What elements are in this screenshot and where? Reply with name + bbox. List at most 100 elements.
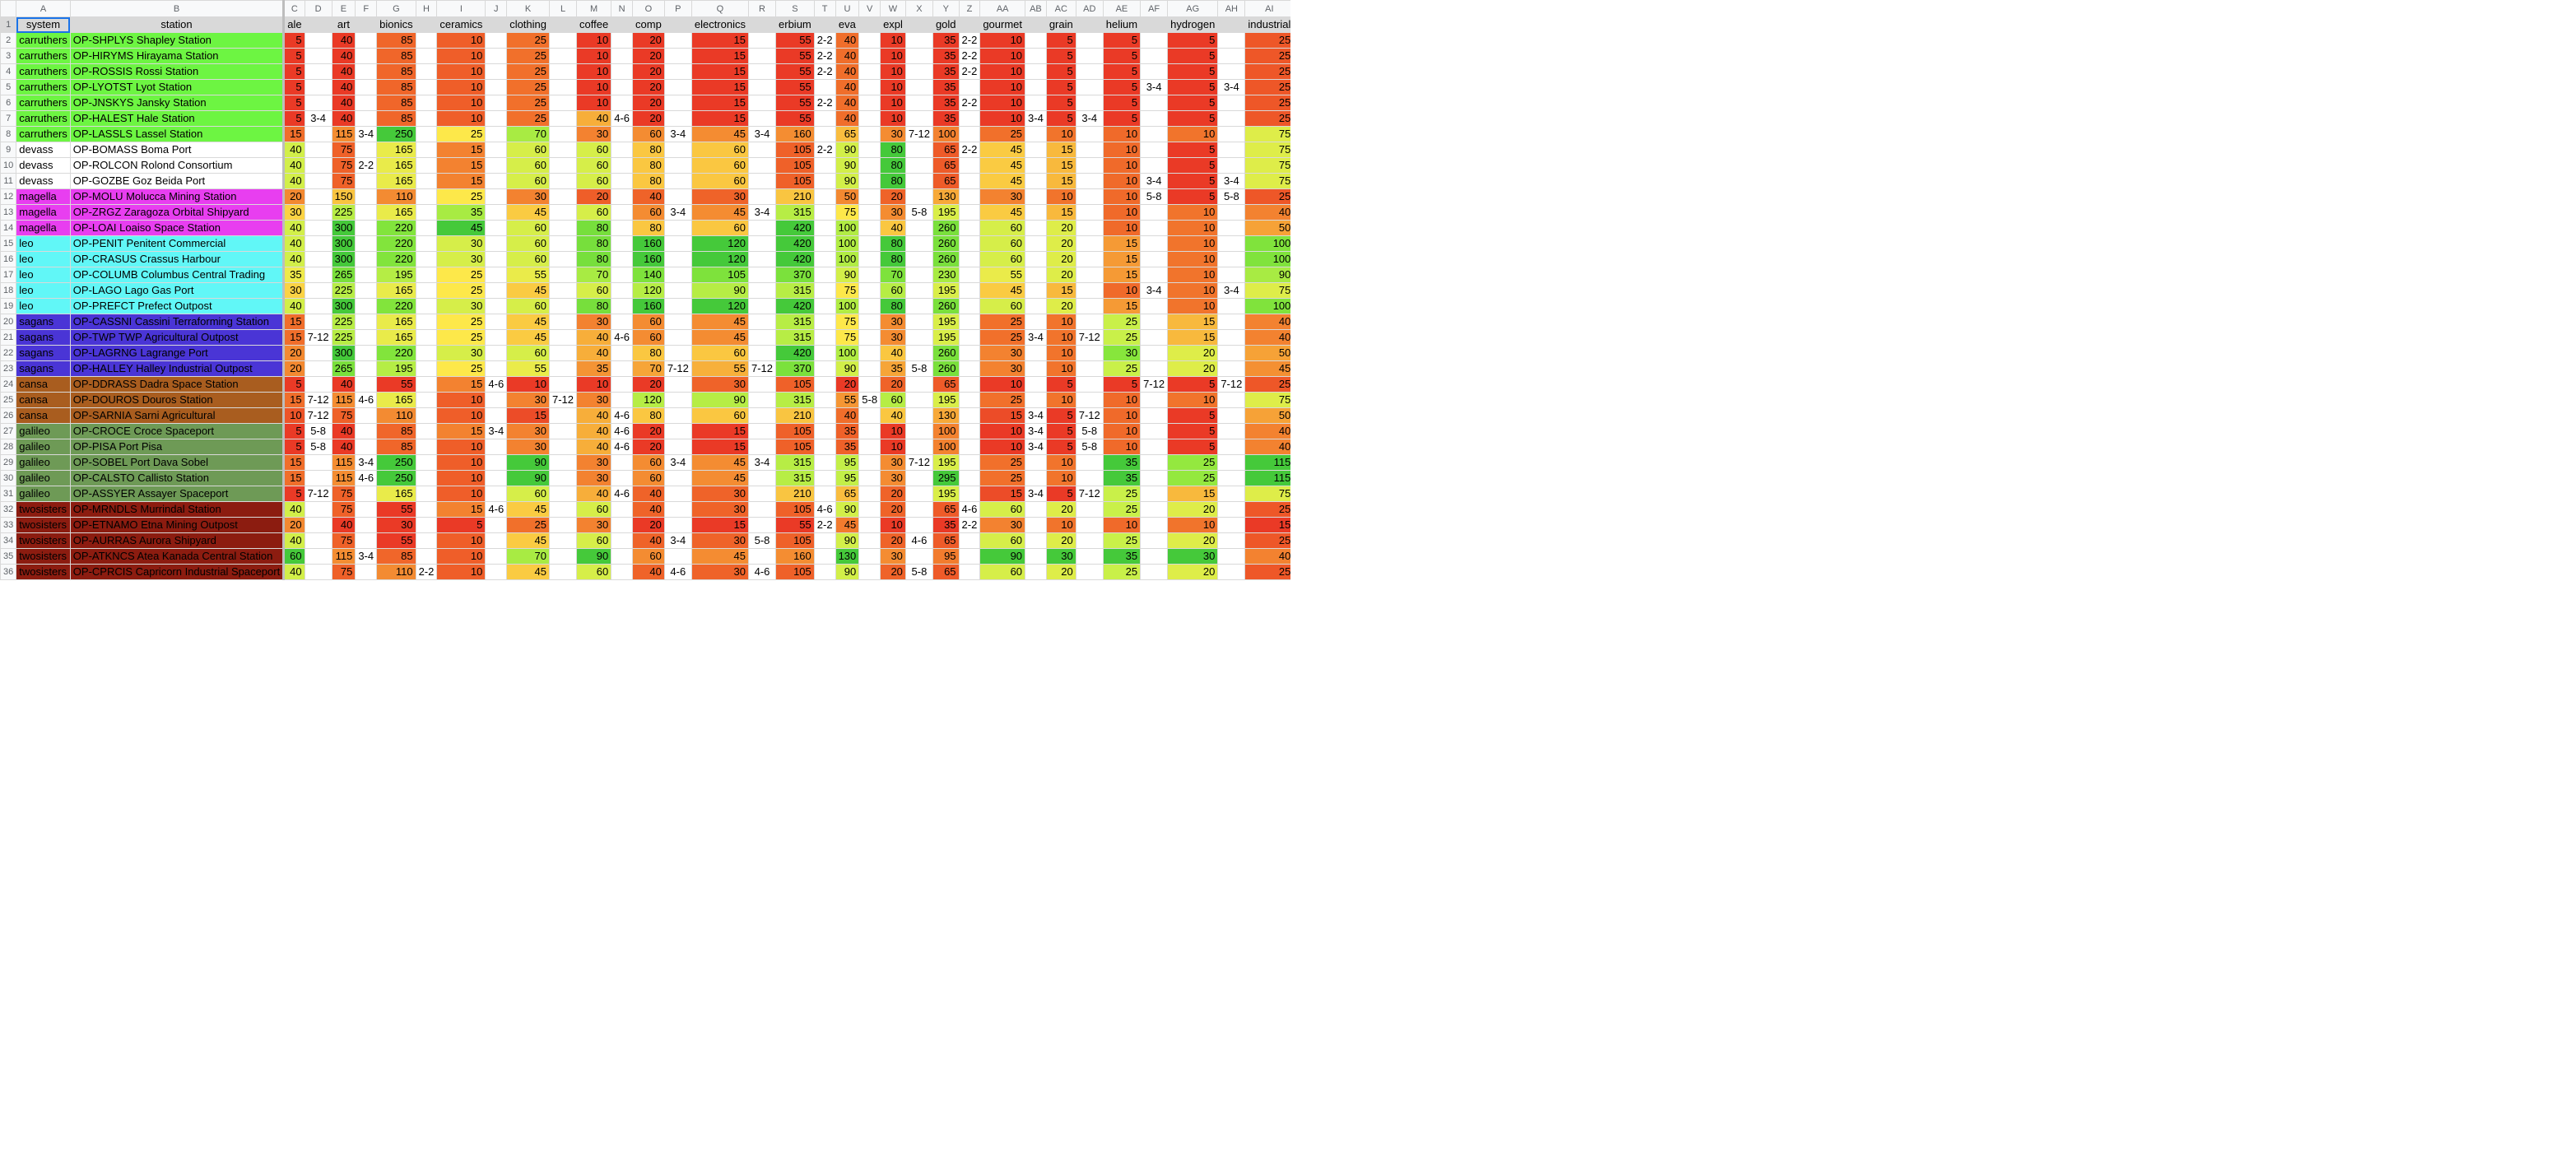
- value-cell[interactable]: 35: [1102, 470, 1142, 486]
- value-cell[interactable]: 115: [331, 454, 356, 471]
- value-cell[interactable]: 30: [283, 282, 305, 299]
- value-cell[interactable]: 60: [506, 235, 550, 252]
- value-cell[interactable]: 25: [506, 48, 550, 64]
- range-cell[interactable]: 7-12: [747, 360, 777, 377]
- value-cell[interactable]: 25: [1244, 110, 1290, 127]
- value-cell[interactable]: 60: [880, 392, 906, 408]
- value-cell[interactable]: 25: [1244, 376, 1290, 393]
- range-cell[interactable]: [958, 470, 981, 486]
- range-cell[interactable]: [355, 517, 378, 533]
- value-cell[interactable]: 10: [1102, 282, 1142, 299]
- range-cell[interactable]: [747, 235, 777, 252]
- value-cell[interactable]: 90: [506, 454, 550, 471]
- range-cell[interactable]: [858, 470, 881, 486]
- range-cell[interactable]: [415, 454, 438, 471]
- range-cell[interactable]: [355, 173, 378, 189]
- range-cell[interactable]: [304, 345, 332, 361]
- value-cell[interactable]: 20: [1045, 267, 1076, 283]
- range-cell[interactable]: 7-12: [904, 126, 933, 142]
- value-cell[interactable]: 20: [880, 501, 906, 518]
- range-cell[interactable]: [958, 376, 981, 393]
- column-header-g[interactable]: G: [376, 0, 416, 17]
- range-cell[interactable]: [1140, 110, 1169, 127]
- range-cell[interactable]: [304, 79, 332, 95]
- header-cell[interactable]: erbium: [775, 16, 815, 33]
- value-cell[interactable]: 80: [576, 235, 612, 252]
- range-cell[interactable]: [904, 345, 933, 361]
- range-cell[interactable]: [1217, 314, 1246, 330]
- range-cell[interactable]: [611, 392, 634, 408]
- value-cell[interactable]: 100: [932, 423, 960, 439]
- value-cell[interactable]: 10: [1102, 392, 1142, 408]
- station-cell[interactable]: OP-DDRASS Dadra Space Station: [69, 376, 286, 393]
- header-cell[interactable]: grain: [1045, 16, 1076, 33]
- value-cell[interactable]: 45: [506, 204, 550, 221]
- row-number[interactable]: 9: [0, 142, 17, 158]
- value-cell[interactable]: 105: [775, 439, 815, 455]
- value-cell[interactable]: 35: [436, 204, 486, 221]
- column-header-r[interactable]: R: [747, 0, 777, 17]
- range-cell[interactable]: [1025, 470, 1047, 486]
- value-cell[interactable]: 195: [932, 329, 960, 346]
- range-cell[interactable]: 2-2: [813, 48, 836, 64]
- station-cell[interactable]: OP-LOAI Loaiso Space Station: [69, 220, 286, 236]
- range-cell[interactable]: 4-6: [485, 376, 508, 393]
- value-cell[interactable]: 90: [979, 548, 1026, 565]
- station-cell[interactable]: OP-PISA Port Pisa: [69, 439, 286, 455]
- value-cell[interactable]: 25: [506, 110, 550, 127]
- range-cell[interactable]: [1140, 423, 1169, 439]
- range-cell[interactable]: [304, 204, 332, 221]
- station-cell[interactable]: OP-ETNAMO Etna Mining Outpost: [69, 517, 286, 533]
- range-cell[interactable]: [1217, 501, 1246, 518]
- value-cell[interactable]: 55: [775, 110, 815, 127]
- range-cell[interactable]: [611, 548, 634, 565]
- value-cell[interactable]: 95: [835, 454, 860, 471]
- range-cell[interactable]: 5-8: [904, 360, 933, 377]
- value-cell[interactable]: 100: [932, 439, 960, 455]
- value-cell[interactable]: 5: [1102, 48, 1142, 64]
- value-cell[interactable]: 25: [506, 63, 550, 80]
- range-cell[interactable]: 7-12: [904, 454, 933, 471]
- value-cell[interactable]: 20: [880, 564, 906, 580]
- value-cell[interactable]: 35: [932, 110, 960, 127]
- value-cell[interactable]: 10: [1102, 407, 1142, 424]
- value-cell[interactable]: 25: [1244, 95, 1290, 111]
- range-cell[interactable]: [1140, 407, 1169, 424]
- value-cell[interactable]: 10: [979, 110, 1026, 127]
- value-cell[interactable]: 35: [932, 63, 960, 80]
- value-cell[interactable]: 90: [1244, 267, 1290, 283]
- range-cell[interactable]: [1140, 142, 1169, 158]
- value-cell[interactable]: 15: [1244, 517, 1290, 533]
- range-cell[interactable]: [1025, 188, 1047, 205]
- value-cell[interactable]: 165: [376, 486, 416, 502]
- station-cell[interactable]: OP-SOBEL Port Dava Sobel: [69, 454, 286, 471]
- range-cell[interactable]: [858, 486, 881, 502]
- value-cell[interactable]: 220: [376, 220, 416, 236]
- value-cell[interactable]: 130: [835, 548, 860, 565]
- value-cell[interactable]: 80: [880, 251, 906, 267]
- range-cell[interactable]: [858, 439, 881, 455]
- value-cell[interactable]: 80: [880, 235, 906, 252]
- value-cell[interactable]: 80: [632, 220, 665, 236]
- value-cell[interactable]: 80: [632, 157, 665, 174]
- range-cell[interactable]: [548, 126, 578, 142]
- range-cell[interactable]: [904, 173, 933, 189]
- value-cell[interactable]: 420: [775, 298, 815, 314]
- value-cell[interactable]: 55: [376, 501, 416, 518]
- value-cell[interactable]: 40: [283, 142, 305, 158]
- value-cell[interactable]: 250: [376, 454, 416, 471]
- range-cell[interactable]: [355, 439, 378, 455]
- range-cell[interactable]: [548, 235, 578, 252]
- value-cell[interactable]: 10: [880, 79, 906, 95]
- value-cell[interactable]: 35: [1102, 454, 1142, 471]
- value-cell[interactable]: 115: [331, 126, 356, 142]
- range-cell[interactable]: [858, 298, 881, 314]
- range-cell[interactable]: [747, 423, 777, 439]
- range-cell[interactable]: [904, 142, 933, 158]
- system-cell[interactable]: twosisters: [16, 501, 71, 518]
- value-cell[interactable]: 45: [979, 173, 1026, 189]
- value-cell[interactable]: 10: [436, 439, 486, 455]
- range-cell[interactable]: 3-4: [355, 454, 378, 471]
- range-cell[interactable]: [904, 110, 933, 127]
- value-cell[interactable]: 55: [979, 267, 1026, 283]
